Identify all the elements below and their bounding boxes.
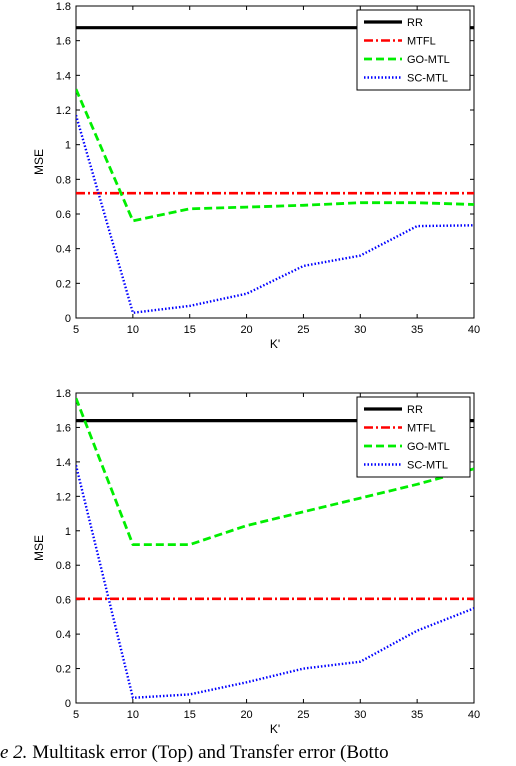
legend-label: GO-MTL bbox=[407, 54, 450, 66]
chart-2: 5 10 15 20 25 30 35 40 0 0.2 0.4 0.6 0.8 1 1.2 1.4 1.6 1.… bbox=[32, 388, 480, 736]
y-tick-label: 0.8 bbox=[56, 174, 71, 186]
chart-1: 5 10 15 20 25 30 35 40 0 0.2 0.4 0.6 0.8 1 1.2 1.4 1.6 1.… bbox=[32, 1, 480, 351]
figure-caption: e 2. Multitask error (Top) and Transfer … bbox=[0, 742, 516, 764]
legend-label: MTFL bbox=[407, 423, 436, 435]
x-tick-label: 20 bbox=[240, 709, 252, 721]
x-tick-label: 30 bbox=[354, 709, 366, 721]
x-tick-label: 40 bbox=[468, 709, 480, 721]
x-tick-label: 10 bbox=[127, 709, 139, 721]
y-tick-label: 0.2 bbox=[56, 278, 71, 290]
x-tick-label: 35 bbox=[411, 709, 423, 721]
legend: RR MTFL GO-MTL SC-MTL bbox=[356, 9, 471, 91]
x-tick-label: 15 bbox=[184, 709, 196, 721]
y-tick-label: 1.8 bbox=[56, 388, 71, 400]
y-tick-label: 1.6 bbox=[56, 422, 71, 434]
y-tick-label: 1 bbox=[65, 140, 71, 152]
x-tick-label: 25 bbox=[297, 709, 309, 721]
y-tick-label: 0 bbox=[65, 698, 71, 710]
legend-label: SC-MTL bbox=[407, 73, 448, 85]
caption-prefix: e 2. bbox=[0, 742, 28, 763]
x-axis-label: K' bbox=[270, 722, 280, 736]
y-tick-label: 1.4 bbox=[56, 70, 71, 82]
x-tick-label: 25 bbox=[297, 324, 309, 336]
x-tick-label: 20 bbox=[240, 324, 252, 336]
y-tick-label: 0.2 bbox=[56, 664, 71, 676]
caption-text: Multitask error (Top) and Transfer error… bbox=[27, 742, 389, 763]
y-tick-label: 0.8 bbox=[56, 560, 71, 572]
y-tick-label: 0.4 bbox=[56, 244, 71, 256]
y-tick-label: 0 bbox=[65, 313, 71, 325]
y-tick-label: 1.6 bbox=[56, 36, 71, 48]
legend-label: MTFL bbox=[407, 36, 436, 48]
x-tick-label: 15 bbox=[184, 324, 196, 336]
legend-label: SC-MTL bbox=[407, 460, 448, 472]
y-tick-label: 1.2 bbox=[56, 105, 71, 117]
x-tick-label: 30 bbox=[354, 324, 366, 336]
x-tick-label: 40 bbox=[468, 324, 480, 336]
y-tick-label: 0.6 bbox=[56, 595, 71, 607]
y-tick-label: 1.2 bbox=[56, 491, 71, 503]
y-tick-label: 0.4 bbox=[56, 629, 71, 641]
y-tick-label: 1.4 bbox=[56, 457, 71, 469]
x-tick-label: 5 bbox=[73, 324, 79, 336]
x-tick-label: 35 bbox=[411, 324, 423, 336]
y-tick-label: 1.8 bbox=[56, 1, 71, 13]
legend-label: RR bbox=[407, 17, 423, 29]
y-tick-label: 0.6 bbox=[56, 209, 71, 221]
y-axis-label: MSE bbox=[32, 535, 46, 561]
x-tick-label: 5 bbox=[73, 709, 79, 721]
y-axis-label: MSE bbox=[32, 149, 46, 175]
legend: RR MTFL GO-MTL SC-MTL bbox=[356, 396, 471, 478]
series-line-go-mtl bbox=[76, 397, 474, 546]
y-tick-label: 1 bbox=[65, 526, 71, 538]
x-tick-label: 10 bbox=[127, 324, 139, 336]
legend-label: GO-MTL bbox=[407, 441, 450, 453]
x-axis-label: K' bbox=[270, 337, 280, 351]
series-line-sc-mtl bbox=[76, 465, 474, 699]
legend-label: RR bbox=[407, 404, 423, 416]
